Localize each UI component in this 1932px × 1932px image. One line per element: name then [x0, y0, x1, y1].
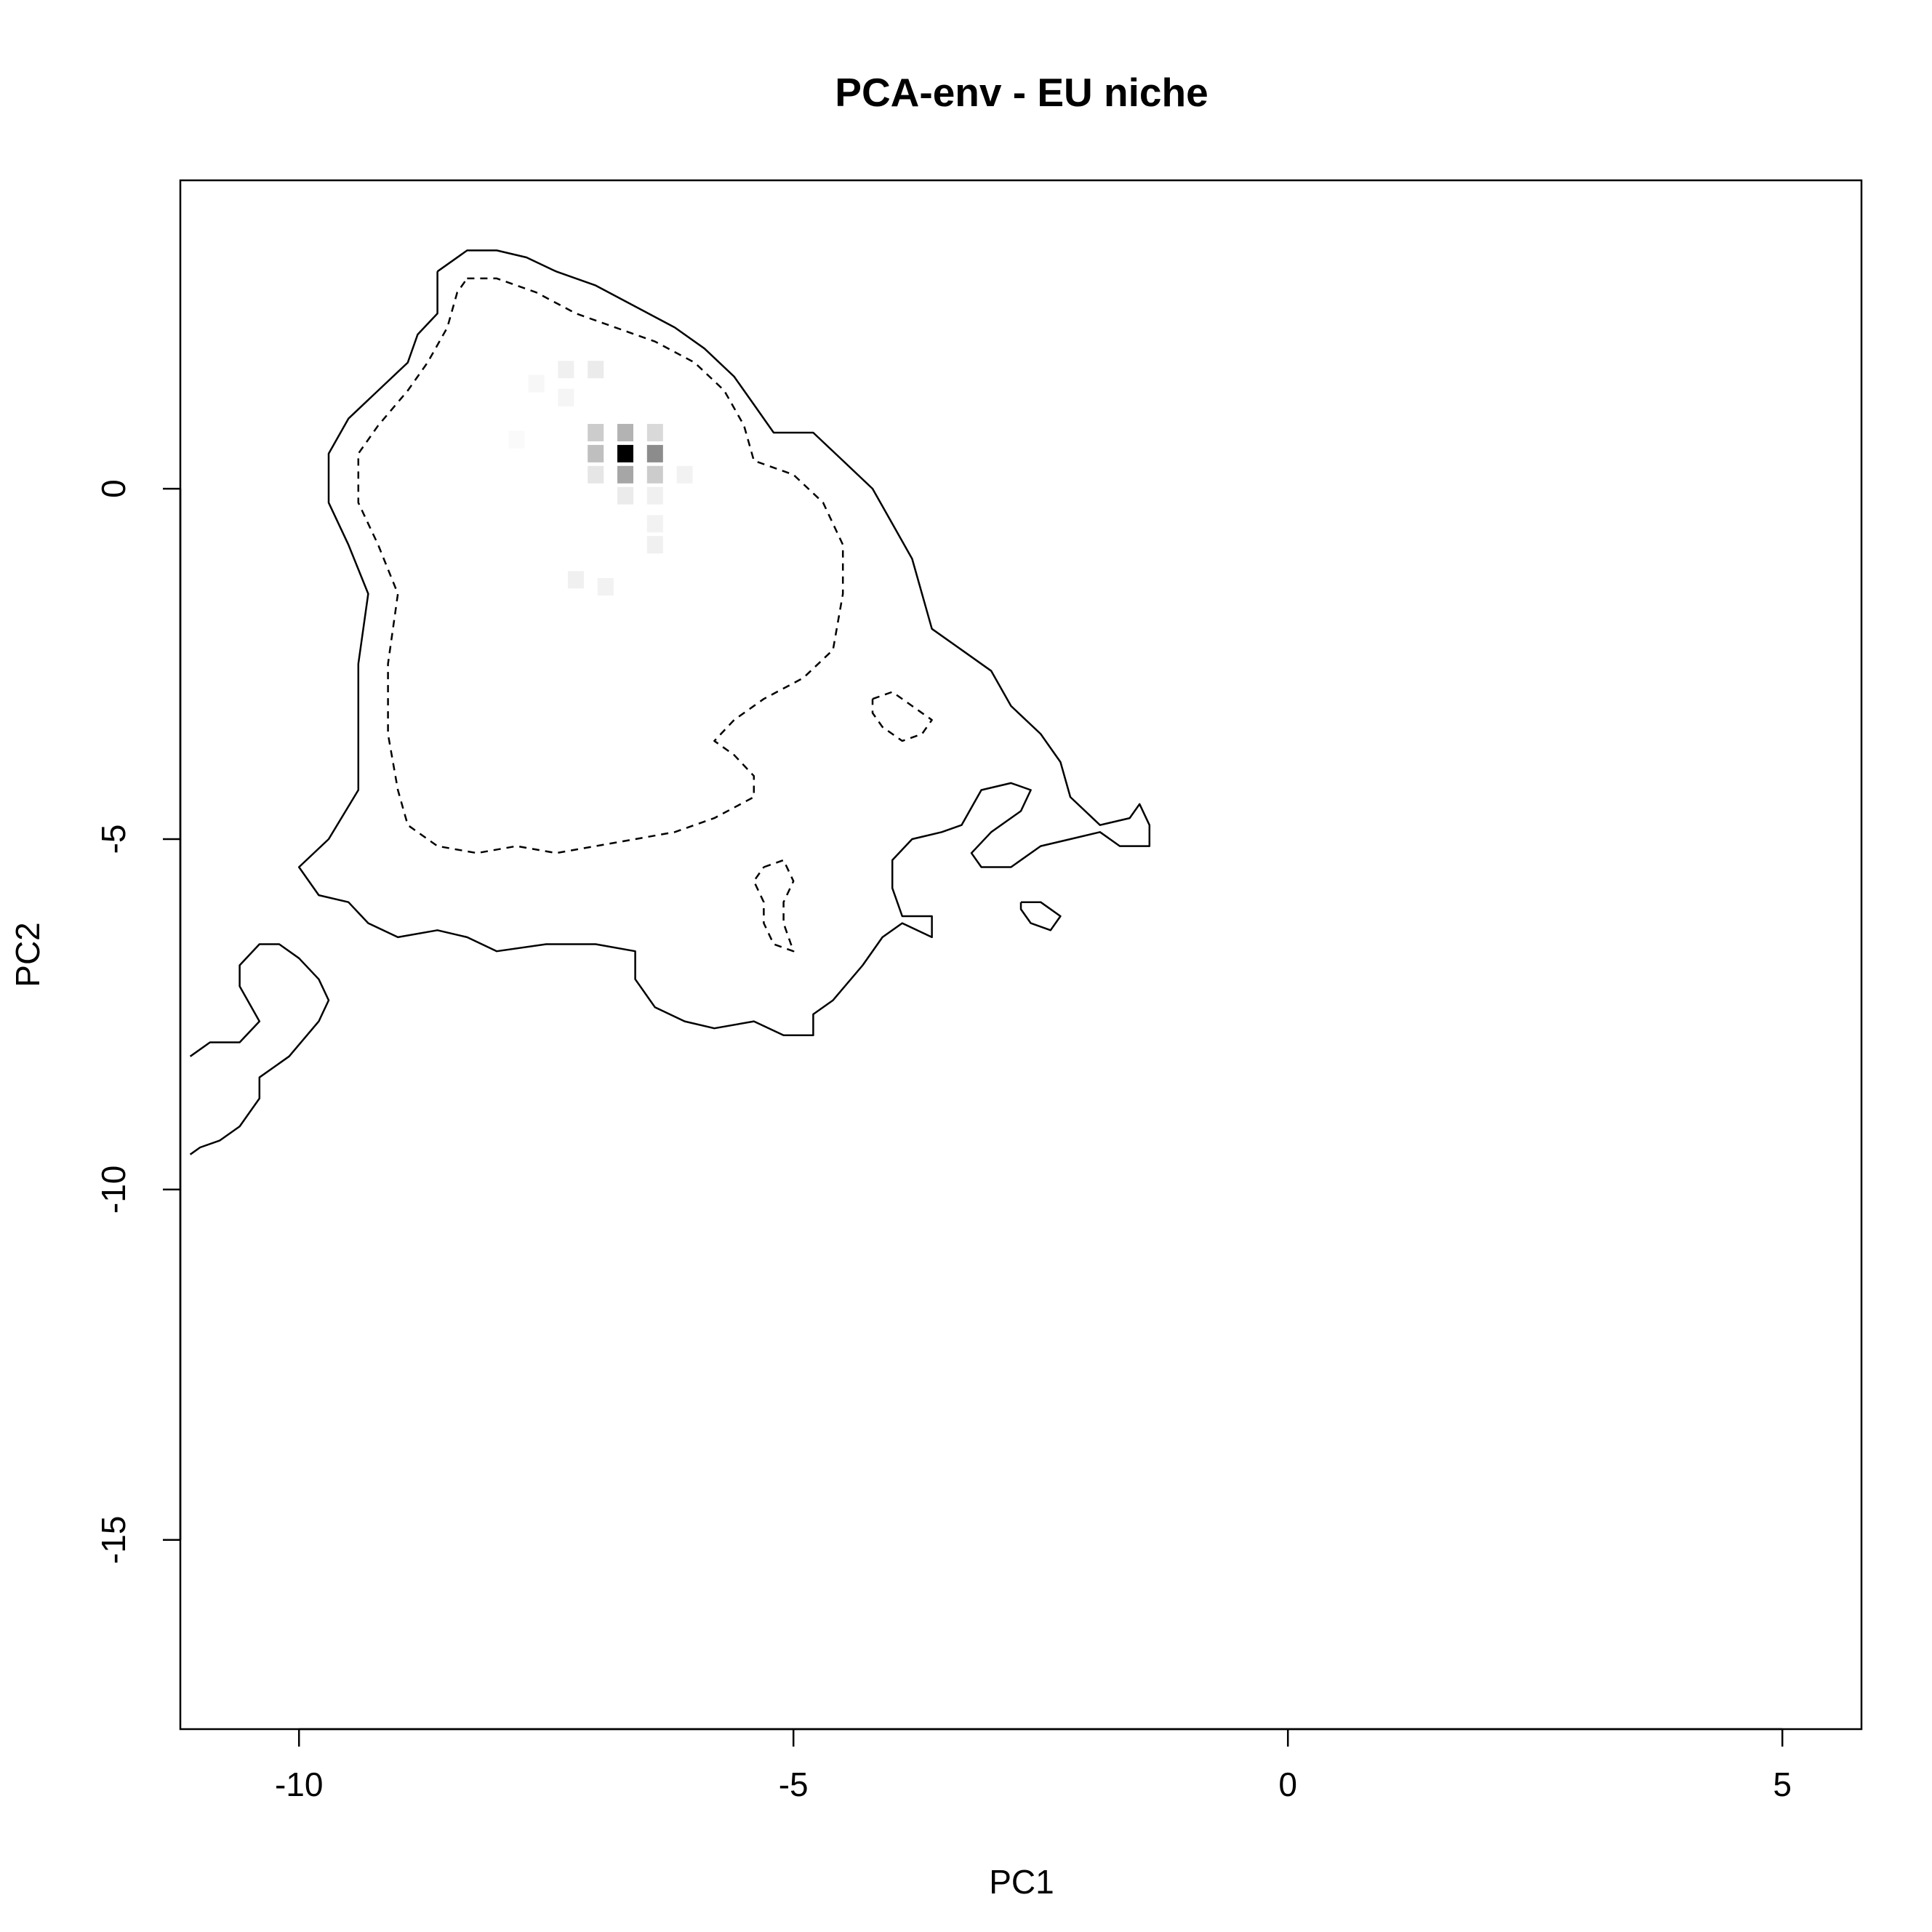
density-cell	[588, 465, 604, 484]
x-tick-label: 5	[1773, 1765, 1792, 1803]
y-axis: 0 -5 -10 -15	[95, 479, 182, 1564]
contour-lines	[189, 249, 1151, 1155]
contour-inner	[753, 859, 795, 953]
x-axis: -10 -5 0 5	[275, 1728, 1792, 1803]
density-cell	[617, 444, 633, 462]
x-axis-label: PC1	[989, 1863, 1054, 1901]
density-cell	[508, 430, 525, 449]
density-cell	[528, 374, 545, 393]
contour-outer	[189, 943, 330, 1155]
density-cell	[617, 465, 633, 484]
density-cell	[568, 571, 584, 589]
density-cell	[588, 444, 604, 462]
contour-inner	[357, 277, 844, 854]
y-tick-label: 0	[95, 479, 132, 498]
density-cell	[676, 465, 693, 484]
density-cell	[646, 486, 663, 505]
contour-outer	[297, 249, 1151, 1037]
density-cell	[646, 536, 663, 554]
contour-inner	[871, 691, 933, 742]
density-cell	[597, 578, 614, 596]
density-cell	[646, 444, 663, 462]
density-cell	[558, 388, 574, 406]
density-cell	[617, 486, 633, 505]
chart-title: PCA-env - EU niche	[835, 70, 1208, 115]
density-heatmap	[508, 361, 693, 596]
density-cell	[646, 465, 663, 484]
plot-frame	[179, 179, 1863, 1731]
y-tick-label: -10	[95, 1166, 132, 1214]
density-cell	[646, 423, 663, 441]
x-tick-label: -5	[779, 1765, 809, 1803]
y-axis-label: PC2	[9, 922, 47, 987]
y-tick-label: -5	[95, 825, 132, 854]
density-cell	[646, 515, 663, 533]
contour-outer	[1019, 901, 1062, 931]
density-cell	[588, 361, 604, 379]
density-cell	[617, 423, 633, 441]
x-tick-label: 0	[1278, 1765, 1297, 1803]
x-tick-label: -10	[275, 1765, 323, 1803]
density-cell	[588, 423, 604, 441]
density-cell	[558, 361, 574, 379]
y-tick-label: -15	[95, 1516, 132, 1564]
